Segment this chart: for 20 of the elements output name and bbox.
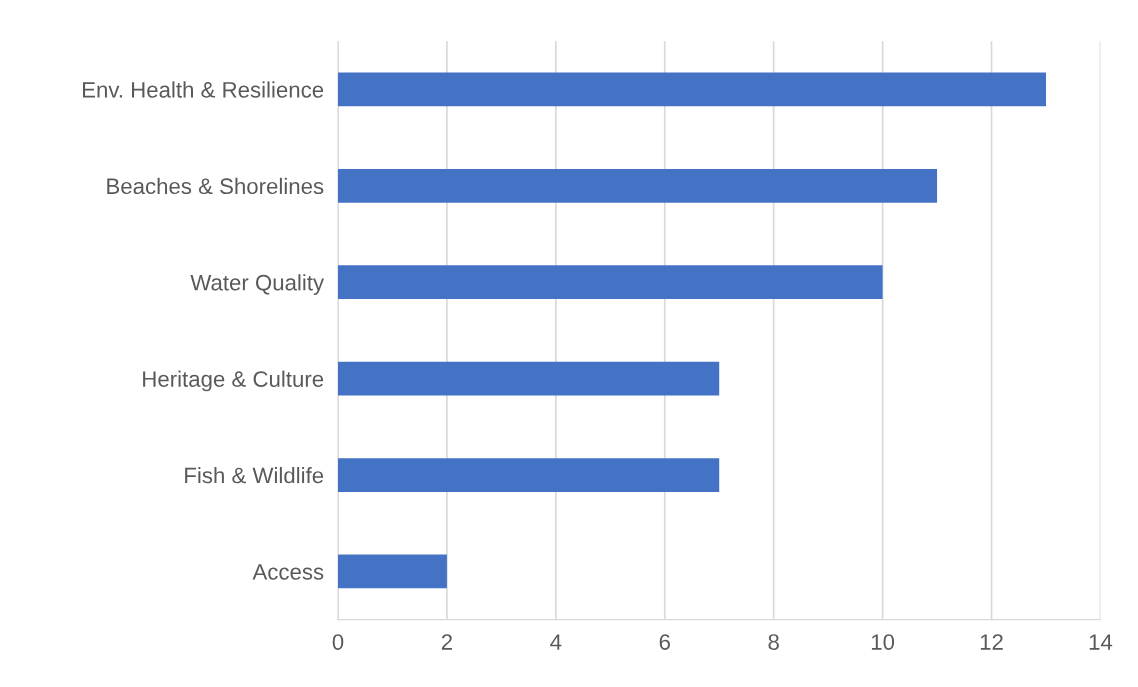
bar: [337, 168, 938, 203]
x-tick-label: 8: [768, 634, 779, 650]
bar: [337, 265, 883, 300]
x-tick-label: 12: [980, 634, 1003, 650]
bar: [337, 361, 720, 396]
bar: [337, 554, 447, 589]
x-tick-label: 0: [332, 634, 344, 650]
x-tick-label: 2: [441, 634, 452, 650]
x-tick-label: 6: [659, 634, 670, 650]
bar: [337, 72, 1046, 107]
x-tick-label: 4: [550, 634, 562, 650]
y-tick-label: Access: [252, 564, 324, 580]
x-tick-label: 10: [871, 634, 895, 650]
y-tick-label: Water Quality: [190, 274, 325, 295]
bar: [337, 458, 720, 492]
y-tick-label: Beaches & Shorelines: [107, 177, 324, 195]
y-tick-label: Heritage & Culture: [143, 370, 324, 392]
y-tick-label: Env. Health & Resilience: [83, 81, 324, 98]
y-tick-label: Fish & Wildlife: [185, 467, 324, 484]
x-tick-label: 14: [1089, 634, 1113, 650]
